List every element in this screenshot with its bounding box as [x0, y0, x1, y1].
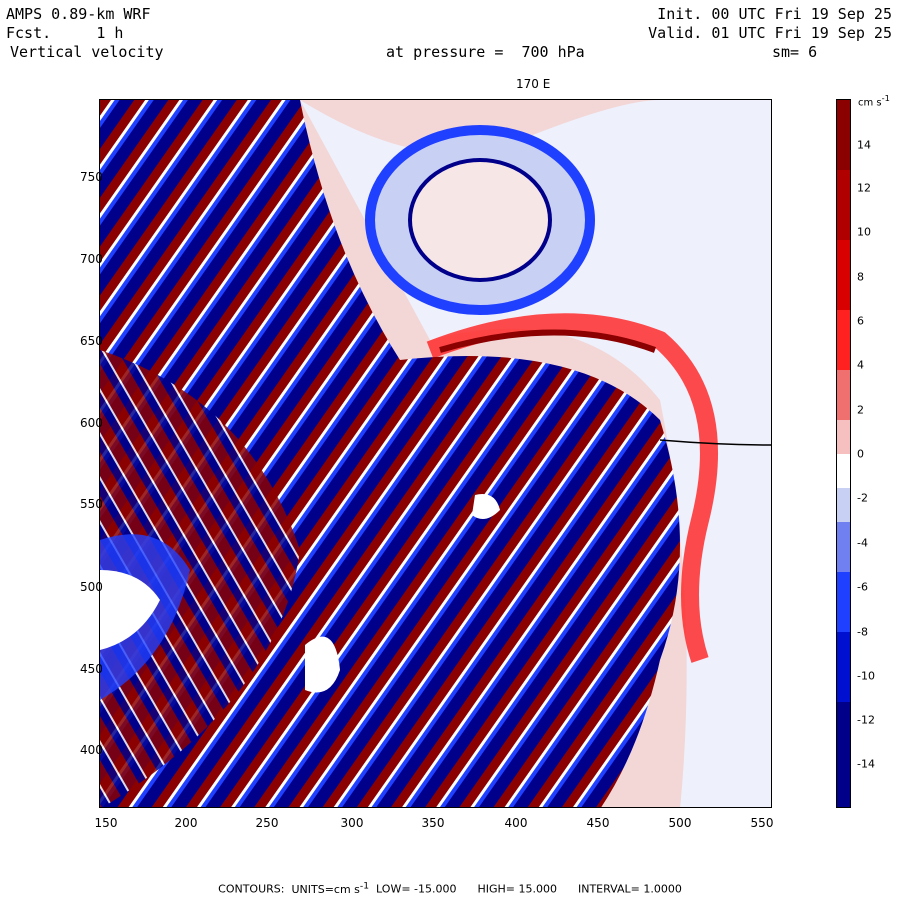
y-tick-600: 600 — [80, 416, 103, 430]
vertical-velocity-map — [99, 99, 772, 808]
y-tick-750: 750 — [80, 170, 103, 184]
y-tick-650: 650 — [80, 334, 103, 348]
x-tick-250: 250 — [255, 816, 279, 830]
colorbar-label-8: 8 — [857, 270, 864, 284]
x-tick-500: 500 — [668, 816, 692, 830]
colorbar-units: cm s-1 — [858, 93, 890, 109]
colorbar-swatches — [837, 100, 850, 807]
fcst-value: 1 h — [96, 24, 124, 42]
colorbar-label-14: 14 — [857, 138, 871, 152]
field-name: Vertical velocity — [10, 43, 164, 61]
colorbar-label-neg14: -14 — [857, 757, 875, 771]
pressure-level: at pressure = 700 hPa — [386, 43, 585, 61]
interval-value: INTERVAL= 1.0000 — [577, 882, 682, 896]
y-tick-700: 700 — [80, 252, 103, 266]
smoothing-value: sm= 6 — [772, 43, 818, 61]
colorbar-label-2: 2 — [857, 403, 864, 417]
init-time: Init. 00 UTC Fri 19 Sep 25 — [657, 5, 892, 23]
colorbar-label-6: 6 — [857, 314, 864, 328]
contours-label: CONTOURS: — [218, 882, 285, 896]
y-tick-550: 550 — [80, 497, 103, 511]
x-tick-150: 150 — [94, 816, 118, 830]
colorbar-label-neg6: -6 — [857, 580, 868, 594]
colorbar-label-12: 12 — [857, 181, 871, 195]
y-tick-450: 450 — [80, 662, 103, 676]
high-value: HIGH= 15.000 — [477, 882, 557, 896]
x-tick-450: 450 — [586, 816, 610, 830]
colorbar-label-neg8: -8 — [857, 625, 868, 639]
colorbar-label-neg4: -4 — [857, 536, 868, 550]
units-label: UNITS=cm s-1 — [291, 880, 370, 896]
x-tick-400: 400 — [504, 816, 528, 830]
colorbar-label-0: 0 — [857, 447, 864, 461]
model-title: AMPS 0.89-km WRF — [6, 5, 151, 23]
forecast-label: Fcst. 1 h — [6, 24, 123, 42]
valid-time: Valid. 01 UTC Fri 19 Sep 25 — [648, 24, 892, 42]
colorbar-label-neg12: -12 — [857, 713, 875, 727]
colorbar-label-neg10: -10 — [857, 669, 875, 683]
x-tick-200: 200 — [174, 816, 198, 830]
colorbar-label-4: 4 — [857, 358, 864, 372]
x-tick-550: 550 — [750, 816, 774, 830]
meridian-label: 170 E — [516, 77, 551, 91]
colorbar-label-10: 10 — [857, 225, 871, 239]
colorbar — [836, 99, 851, 808]
x-tick-300: 300 — [340, 816, 364, 830]
contour-info: CONTOURS: UNITS=cm s-1 LOW= -15.000 HIGH… — [0, 880, 900, 896]
y-tick-400: 400 — [80, 743, 103, 757]
low-value: LOW= -15.000 — [376, 882, 457, 896]
contour-field — [100, 100, 771, 807]
fcst-label: Fcst. — [6, 24, 52, 42]
x-tick-350: 350 — [421, 816, 445, 830]
y-tick-500: 500 — [80, 580, 103, 594]
colorbar-label-neg2: -2 — [857, 491, 868, 505]
